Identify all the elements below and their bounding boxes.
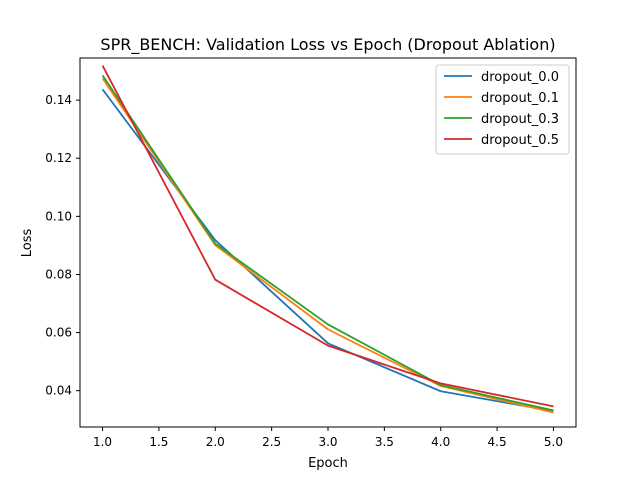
x-tick-label: 4.5	[488, 435, 507, 449]
x-tick-label: 3.5	[375, 435, 394, 449]
x-ticks: 1.0 1.5 2.0 2.5 3.0 3.5 4.0 4.5 5.0	[93, 427, 563, 449]
series-line-dropout-0-3	[101, 74, 554, 412]
x-axis-label: Epoch	[308, 456, 348, 471]
y-axis-label: Loss	[20, 229, 35, 258]
series-line-dropout-0-1	[101, 77, 554, 414]
y-tick-label: 0.06	[45, 326, 72, 340]
x-tick-label: 2.5	[262, 435, 281, 449]
y-tick-label: 0.14	[45, 93, 72, 107]
x-tick-label: 5.0	[544, 435, 563, 449]
legend-entry-label: dropout_0.5	[481, 133, 559, 148]
x-tick-label: 4.0	[431, 435, 450, 449]
series-line-dropout-0-5	[101, 65, 554, 408]
y-tick-label: 0.12	[45, 151, 72, 165]
y-tick-label: 0.08	[45, 267, 72, 281]
chart-title: SPR_BENCH: Validation Loss vs Epoch (Dro…	[100, 35, 555, 55]
x-tick-label: 1.0	[93, 435, 112, 449]
y-tick-label: 0.10	[45, 209, 72, 223]
y-ticks: 0.04 0.06 0.08 0.10 0.12 0.14	[45, 93, 80, 398]
legend-frame	[435, 64, 570, 155]
x-tick-label: 3.0	[318, 435, 337, 449]
legend-entry-label: dropout_0.1	[481, 91, 559, 106]
plot-lines	[101, 65, 554, 414]
x-tick-label: 1.5	[149, 435, 168, 449]
legend: dropout_0.0 dropout_0.1 dropout_0.3dropout…	[435, 64, 570, 155]
legend-entry-label: dropout_0.3	[481, 112, 559, 127]
x-tick-label: 2.0	[206, 435, 225, 449]
legend-entry-label: dropout_0.0	[481, 70, 559, 85]
y-tick-label: 0.04	[45, 384, 72, 398]
plot-frame	[79, 57, 577, 428]
